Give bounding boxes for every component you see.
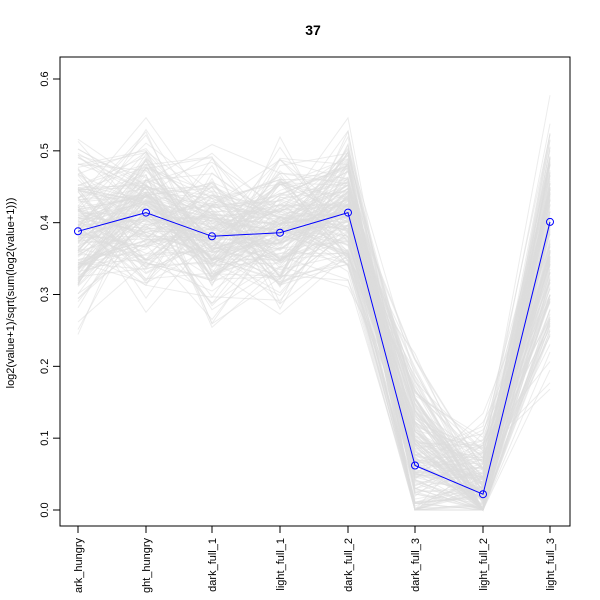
- plot-frame: [59, 56, 571, 527]
- highlight-point: [344, 208, 352, 217]
- y-tick-label: 0.1: [39, 431, 51, 446]
- y-tick-label: 0.0: [39, 502, 51, 517]
- highlight-point: [546, 217, 554, 226]
- highlight-point: [74, 227, 82, 236]
- y-axis-label: log2(value+1)/sqrt(sum(log2(value+1))): [5, 198, 17, 389]
- background-series-line: [77, 177, 551, 511]
- background-series-line: [77, 200, 551, 465]
- y-tick-label: 0.4: [39, 215, 51, 230]
- background-series-line: [77, 148, 551, 486]
- highlight-series-group: [74, 208, 554, 499]
- background-series-line: [77, 213, 551, 504]
- x-tick-label: light_full_3: [545, 538, 557, 591]
- background-series-line: [77, 148, 551, 477]
- highlight-point: [479, 490, 487, 499]
- background-series-line: [77, 123, 551, 459]
- background-series-line: [77, 180, 551, 511]
- background-series-line: [77, 190, 551, 453]
- y-tick-label: 0.6: [39, 71, 51, 86]
- background-series-line: [77, 135, 551, 457]
- highlight-series-line: [77, 211, 551, 495]
- background-series-line: [77, 202, 551, 479]
- y-axis: 0.0 0.1 0.2 0.3 0.4 0.5 0.6: [39, 71, 60, 518]
- background-series-line: [77, 157, 551, 490]
- highlight-point: [142, 208, 150, 217]
- background-series-line: [77, 195, 551, 495]
- background-series-line: [77, 181, 551, 464]
- background-series-line: [77, 166, 551, 462]
- background-series-line: [77, 213, 551, 504]
- background-series-group: [77, 95, 551, 512]
- background-series-line: [77, 190, 551, 511]
- chart-title: 37: [305, 22, 321, 38]
- x-tick-label: light_full_1: [275, 538, 287, 591]
- background-series-line: [77, 128, 551, 499]
- background-series-line: [77, 163, 551, 473]
- background-series-line: [77, 199, 551, 511]
- background-series-line: [77, 184, 551, 505]
- background-series-line: [77, 197, 551, 478]
- x-tick-label: dark_full_1: [207, 538, 219, 592]
- background-series-line: [77, 129, 551, 511]
- background-series-line: [77, 192, 551, 476]
- x-tick-label: ark_hungry: [73, 538, 85, 594]
- x-tick-label: dark_full_2: [343, 538, 355, 592]
- y-tick-label: 0.3: [39, 287, 51, 302]
- y-tick-label: 0.2: [39, 359, 51, 374]
- x-tick-label: ght_hungry: [141, 538, 153, 594]
- highlight-point: [276, 228, 284, 237]
- x-tick-label: light_full_2: [478, 538, 490, 591]
- background-series-line: [77, 173, 551, 512]
- highlight-point: [411, 461, 419, 470]
- background-series-line: [77, 188, 551, 507]
- x-tick-label: dark_full_3: [410, 538, 422, 592]
- background-series-line: [77, 177, 551, 449]
- background-series-line: [77, 166, 551, 511]
- background-series-line: [77, 154, 551, 479]
- x-axis: ark_hungry ght_hungry dark_full_1 light_ful…: [73, 526, 557, 593]
- highlight-point: [208, 232, 216, 241]
- y-tick-label: 0.5: [39, 143, 51, 158]
